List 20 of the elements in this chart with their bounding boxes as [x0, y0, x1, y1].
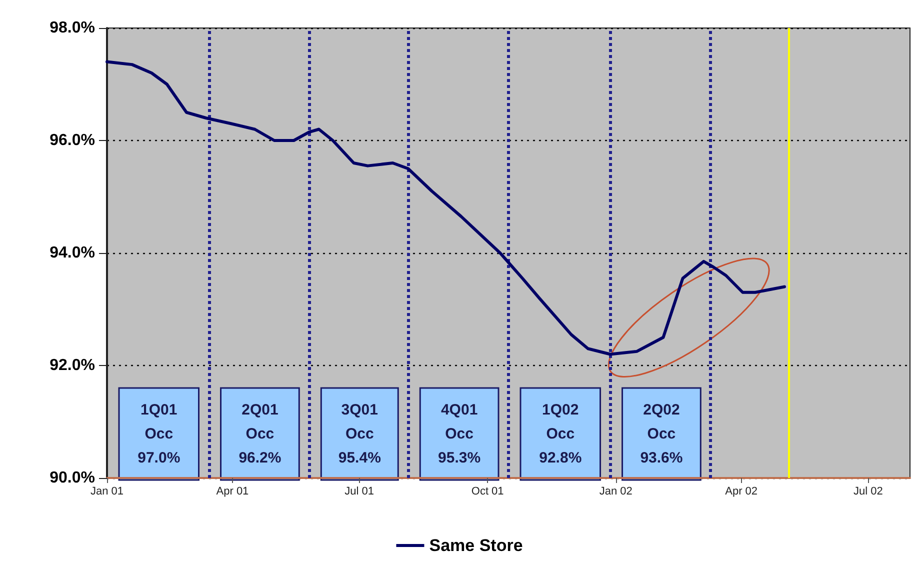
y-tick-label: 94.0% [50, 244, 95, 262]
x-tick-label: Apr 01 [216, 486, 249, 498]
annotation: 4Q01 Occ 95.3% [438, 402, 481, 466]
x-tick-label: Jan 02 [599, 486, 632, 498]
y-tick-label: 96.0% [50, 132, 95, 149]
legend-label: Same Store [429, 536, 523, 555]
annotation: 1Q02 Occ 92.8% [539, 402, 582, 466]
annotation: 2Q01 Occ 96.2% [238, 402, 282, 466]
annotation: 3Q01 Occ 95.4% [338, 402, 381, 466]
y-tick-label: 92.0% [50, 357, 95, 374]
x-tick-label: Jul 02 [853, 486, 883, 498]
x-tick-label: Jul 01 [344, 486, 374, 498]
y-tick-label: 90.0% [50, 470, 95, 486]
annotation: 2Q02 Occ 93.6% [640, 402, 683, 466]
x-tick-label: Jan 01 [90, 486, 124, 498]
line-series [106, 60, 786, 356]
annotation: 1Q01 Occ 97.0% [138, 402, 180, 466]
x-tick-label: Apr 02 [725, 486, 758, 498]
y-tick-label: 98.0% [50, 20, 95, 36]
x-tick-label: Oct 01 [471, 486, 504, 498]
